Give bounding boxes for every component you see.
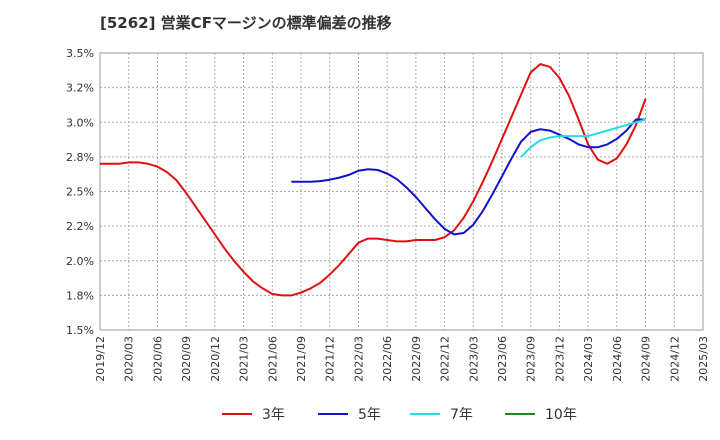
series-line (520, 118, 646, 158)
x-axis: 2019/12 2020/03 2020/06 2020/09 2020/12 2021/… (94, 336, 710, 382)
x-tick-label: 2023/12 (553, 336, 566, 382)
y-tick-label: 3.2% (66, 82, 94, 95)
y-tick-label: 2.0% (66, 255, 94, 268)
x-tick-label: 2024/03 (582, 336, 595, 382)
x-tick-label: 2023/03 (467, 336, 480, 382)
x-tick-label: 2024/06 (611, 336, 624, 382)
legend: 3年 5年 7年 10年 (222, 407, 577, 423)
legend-label: 5年 (358, 407, 381, 423)
chart-title: [5262] 営業CFマージンの標準偏差の推移 (100, 14, 392, 32)
x-tick-label: 2020/12 (209, 336, 222, 382)
legend-label: 7年 (450, 407, 473, 423)
y-tick-label: 2.5% (66, 186, 94, 199)
series-line (291, 118, 646, 236)
x-tick-label: 2023/06 (496, 336, 509, 382)
grid-lines (100, 53, 703, 330)
x-tick-label: 2025/03 (697, 336, 710, 382)
y-tick-label: 1.5% (66, 324, 94, 337)
legend-label: 10年 (545, 407, 577, 423)
series-lines (100, 63, 647, 297)
x-tick-label: 2024/12 (668, 336, 681, 382)
y-axis: 1.5% 1.8% 2.0% 2.2% 2.5% 2.8% 3.0% 3.2% 3.5% (66, 47, 94, 337)
y-tick-label: 2.2% (66, 220, 94, 233)
x-tick-label: 2022/03 (352, 336, 365, 382)
legend-label: 3年 (262, 407, 285, 423)
x-tick-label: 2020/06 (151, 336, 164, 382)
x-tick-label: 2021/06 (266, 336, 279, 382)
y-tick-label: 2.8% (66, 151, 94, 164)
x-tick-label: 2021/03 (238, 336, 251, 382)
x-tick-label: 2022/06 (381, 336, 394, 382)
x-tick-label: 2021/12 (324, 336, 337, 382)
x-tick-label: 2023/09 (525, 336, 538, 382)
y-tick-label: 3.0% (66, 116, 94, 129)
x-tick-label: 2019/12 (94, 336, 107, 382)
x-tick-label: 2024/09 (640, 336, 653, 382)
y-tick-label: 3.5% (66, 47, 94, 60)
x-tick-label: 2022/09 (410, 336, 423, 382)
series-line (100, 63, 647, 297)
y-tick-label: 1.8% (66, 289, 94, 302)
x-tick-label: 2021/09 (295, 336, 308, 382)
x-tick-label: 2022/12 (439, 336, 452, 382)
x-tick-label: 2020/03 (123, 336, 136, 382)
x-tick-label: 2020/09 (180, 336, 193, 382)
